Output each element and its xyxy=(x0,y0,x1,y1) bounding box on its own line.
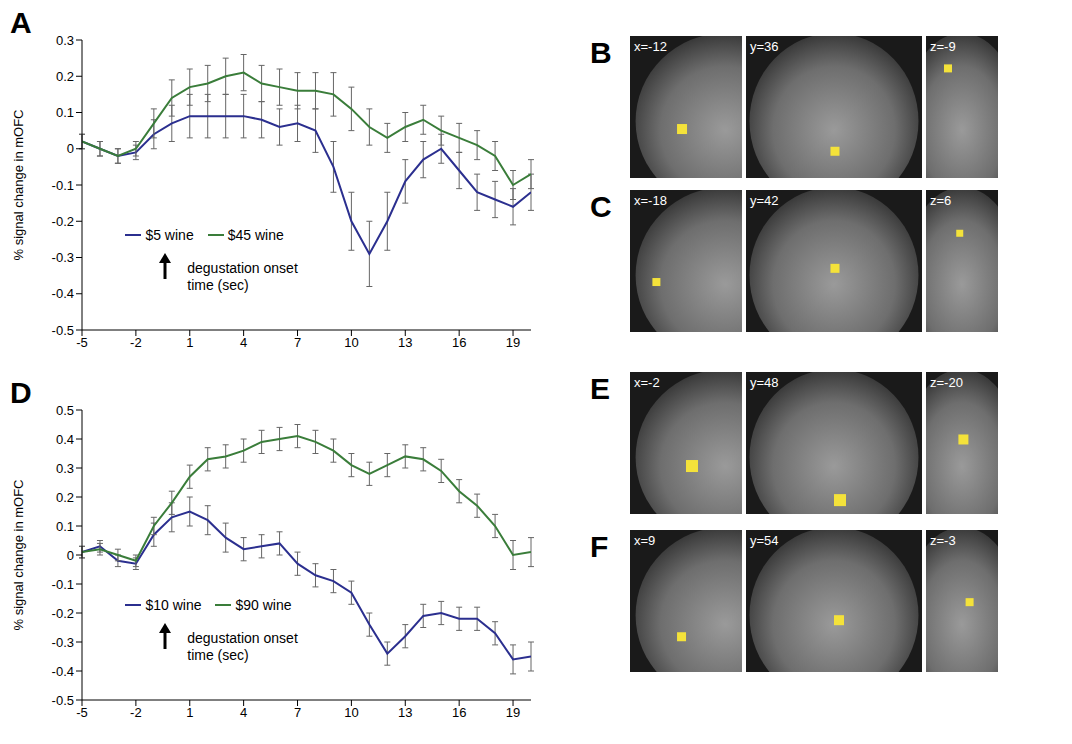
html-text:x=-2: x=-2 xyxy=(634,375,660,390)
html-text:time (sec): time (sec) xyxy=(187,647,249,664)
svg-text:-0.4: -0.4 xyxy=(52,664,74,679)
svg-text:10: 10 xyxy=(344,705,358,720)
html-text:$45 wine: $45 wine xyxy=(227,226,284,243)
svg-text:-0.1: -0.1 xyxy=(52,577,74,592)
svg-text:0.3: 0.3 xyxy=(56,33,74,48)
html-text:A: A xyxy=(10,6,32,39)
svg-text:1: 1 xyxy=(186,705,193,720)
svg-text:0.2: 0.2 xyxy=(56,490,74,505)
html-text:x=-12: x=-12 xyxy=(634,39,667,54)
svg-text:0: 0 xyxy=(67,141,74,156)
svg-text:19: 19 xyxy=(506,705,520,720)
svg-text:-0.2: -0.2 xyxy=(52,606,74,621)
html-text:z=-9: z=-9 xyxy=(930,39,956,54)
html-text:time (sec): time (sec) xyxy=(187,277,249,294)
html-text:$90 wine: $90 wine xyxy=(235,596,292,613)
html-text:C: C xyxy=(590,190,612,223)
svg-text:-5: -5 xyxy=(76,705,88,720)
svg-text:16: 16 xyxy=(452,705,466,720)
svg-text:4: 4 xyxy=(240,335,247,350)
svg-text:13: 13 xyxy=(398,335,412,350)
svg-text:16: 16 xyxy=(452,335,466,350)
html-text:y=48: y=48 xyxy=(750,375,779,390)
svg-text:-0.4: -0.4 xyxy=(52,286,74,301)
svg-text:% signal change in mOFC: % signal change in mOFC xyxy=(11,479,26,630)
html-text:D: D xyxy=(10,376,32,409)
html-text:y=36: y=36 xyxy=(750,39,779,54)
svg-text:-2: -2 xyxy=(130,335,142,350)
svg-text:-0.5: -0.5 xyxy=(52,323,74,338)
svg-text:10: 10 xyxy=(344,335,358,350)
svg-text:1: 1 xyxy=(186,335,193,350)
html-text:B: B xyxy=(590,36,612,69)
html-text:y=54: y=54 xyxy=(750,533,779,548)
svg-text:7: 7 xyxy=(294,705,301,720)
svg-text:-0.5: -0.5 xyxy=(52,693,74,708)
svg-text:0: 0 xyxy=(67,548,74,563)
svg-text:% signal change in mOFC: % signal change in mOFC xyxy=(11,109,26,260)
svg-text:0.5: 0.5 xyxy=(56,403,74,418)
html-text:z=6: z=6 xyxy=(930,193,952,208)
html-text:F: F xyxy=(590,530,609,563)
svg-text:0.1: 0.1 xyxy=(56,519,74,534)
html-text:x=9: x=9 xyxy=(634,533,656,548)
svg-text:-2: -2 xyxy=(130,705,142,720)
svg-text:0.2: 0.2 xyxy=(56,69,74,84)
svg-text:4: 4 xyxy=(240,705,247,720)
svg-text:-0.3: -0.3 xyxy=(52,635,74,650)
svg-text:-0.3: -0.3 xyxy=(52,250,74,265)
svg-text:13: 13 xyxy=(398,705,412,720)
html-text:x=-18: x=-18 xyxy=(634,193,667,208)
svg-text:0.4: 0.4 xyxy=(56,432,74,447)
svg-text:0.1: 0.1 xyxy=(56,105,74,120)
html-text:y=42: y=42 xyxy=(750,193,779,208)
html-text:degustation onset: degustation onset xyxy=(187,630,298,647)
html-text:$5 wine: $5 wine xyxy=(145,226,194,243)
svg-text:-0.2: -0.2 xyxy=(52,214,74,229)
html-text:z=-3: z=-3 xyxy=(930,533,956,548)
svg-text:-5: -5 xyxy=(76,335,88,350)
svg-text:-0.1: -0.1 xyxy=(52,178,74,193)
html-text:z=-20: z=-20 xyxy=(930,375,963,390)
svg-text:19: 19 xyxy=(506,335,520,350)
html-text:E: E xyxy=(590,372,610,405)
svg-text:0.3: 0.3 xyxy=(56,461,74,476)
svg-text:7: 7 xyxy=(294,335,301,350)
html-text:degustation onset: degustation onset xyxy=(187,260,298,277)
html-text:$10 wine: $10 wine xyxy=(145,596,202,613)
